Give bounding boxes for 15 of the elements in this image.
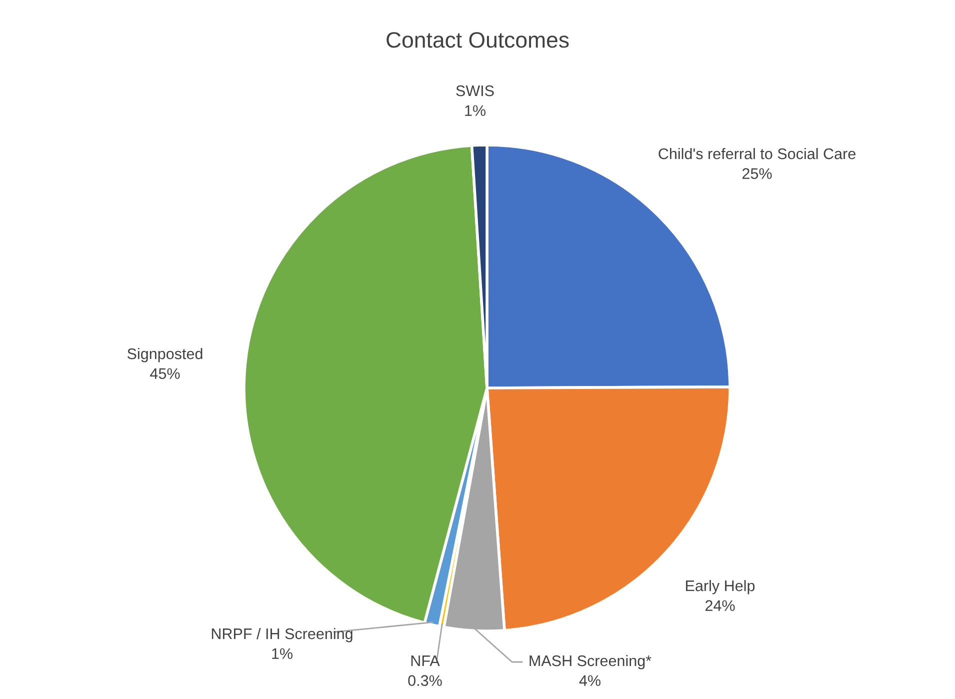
data-label: 1%	[465, 105, 486, 116]
slice-label: MASH Screening*	[530, 654, 652, 670]
data-label: 4%	[579, 675, 600, 686]
data-label: 1%	[272, 648, 292, 659]
slice-label: SWIS	[456, 85, 494, 96]
slice-label: Early Help	[686, 580, 755, 594]
slice-label: Child's referral to Social Care	[658, 148, 856, 160]
data-label: 0.3%	[408, 675, 442, 686]
data-label: 25%	[742, 168, 772, 179]
slice-label: NRPF / IH Screening	[212, 628, 352, 642]
data-label: 45%	[150, 368, 180, 379]
data-label: 24%	[705, 600, 735, 611]
slice-label: NFA	[411, 656, 440, 666]
chart-title: Contact Outcomes	[386, 32, 569, 48]
slice-label: Signposted	[127, 348, 202, 362]
